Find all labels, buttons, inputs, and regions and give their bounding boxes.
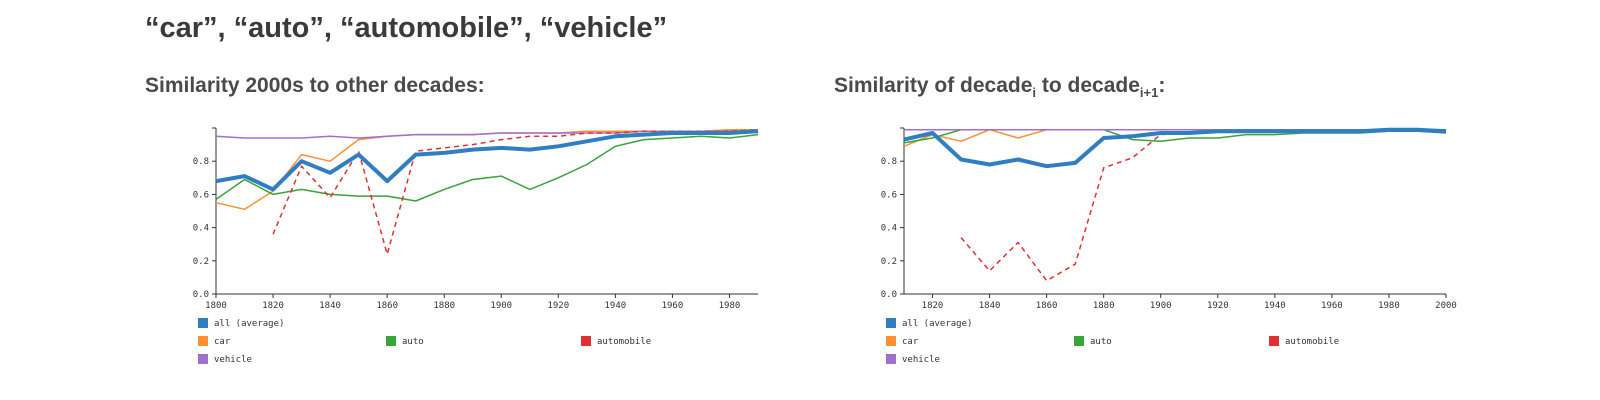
right-chart-title: Similarity of decadei to decadei+1: bbox=[834, 74, 1165, 100]
legend-swatch-vehicle bbox=[198, 354, 208, 364]
x-tick-label: 1840 bbox=[319, 301, 341, 311]
x-tick-label: 1960 bbox=[662, 301, 684, 311]
right-title-end: : bbox=[1158, 74, 1166, 97]
legend-label-all-average: all (average) bbox=[902, 319, 972, 329]
legend-swatch-all-average bbox=[886, 318, 896, 328]
y-tick-label: 0.6 bbox=[881, 190, 897, 200]
y-tick-label: 0.2 bbox=[881, 257, 897, 267]
x-tick-label: 1980 bbox=[1378, 301, 1400, 311]
series-line-auto bbox=[215, 133, 759, 202]
legend-swatch-auto bbox=[1074, 336, 1084, 346]
x-tick-label: 1920 bbox=[547, 301, 569, 311]
x-tick-label: 1800 bbox=[205, 301, 227, 311]
y-tick-label: 0.0 bbox=[881, 290, 897, 300]
x-tick-label: 1980 bbox=[719, 301, 741, 311]
y-tick-label: 0.4 bbox=[881, 224, 897, 234]
y-tick-label: 0.8 bbox=[881, 157, 897, 167]
y-tick-label: 0.2 bbox=[193, 257, 209, 267]
legend-swatch-all-average bbox=[198, 318, 208, 328]
legend-label-car: car bbox=[902, 337, 919, 347]
legend-swatch-auto bbox=[386, 336, 396, 346]
right-title-main: Similarity of decade bbox=[834, 74, 1033, 97]
plot-area: 0.0 0.2 0.4 0.6 0.8 1800 1820 1840 1860 1880 1900 1… bbox=[193, 127, 759, 311]
legend-label-automobile: automobile bbox=[597, 337, 651, 347]
series-line-all-average bbox=[903, 127, 1447, 169]
x-tick-label: 1920 bbox=[1207, 301, 1229, 311]
x-tick-label: 1880 bbox=[1093, 301, 1115, 311]
legend-label-auto: auto bbox=[402, 337, 424, 347]
page-title: “car”, “auto”, “automobile”, “vehicle” bbox=[145, 12, 668, 44]
legend-swatch-automobile bbox=[1269, 336, 1279, 346]
series-line-automobile bbox=[960, 128, 1446, 282]
legend-swatch-car bbox=[886, 336, 896, 346]
x-tick-label: 1840 bbox=[979, 301, 1001, 311]
x-tick-label: 1960 bbox=[1321, 301, 1343, 311]
x-tick-label: 1880 bbox=[433, 301, 455, 311]
x-tick-label: 1860 bbox=[1036, 301, 1058, 311]
series-line-car bbox=[215, 128, 758, 211]
y-tick-label: 0.4 bbox=[193, 224, 209, 234]
legend-label-auto: auto bbox=[1090, 337, 1112, 347]
plot-area: 0.0 0.2 0.4 0.6 0.8 1820 1840 1860 1880 1900 1920 1… bbox=[881, 127, 1457, 311]
x-tick-label: 1900 bbox=[1150, 301, 1172, 311]
x-tick-label: 1900 bbox=[490, 301, 512, 311]
x-tick-label: 2000 bbox=[1435, 301, 1457, 311]
legend-label-automobile: automobile bbox=[1285, 337, 1339, 347]
x-tick-label: 1820 bbox=[262, 301, 284, 311]
legend-label-vehicle: vehicle bbox=[214, 355, 252, 365]
legend-label-all-average: all (average) bbox=[214, 319, 284, 329]
y-tick-label: 0.6 bbox=[193, 190, 209, 200]
right-title-sub-i1: i+1 bbox=[1139, 85, 1159, 101]
right-title-mid: to decade bbox=[1036, 74, 1140, 97]
right-title-sub-i: i bbox=[1032, 85, 1037, 101]
x-tick-label: 1940 bbox=[1264, 301, 1286, 311]
y-tick-label: 0.8 bbox=[193, 157, 209, 167]
legend: all (average) car auto automobile vehicle bbox=[886, 318, 1339, 365]
x-tick-label: 1820 bbox=[922, 301, 944, 311]
left-chart-title: Similarity 2000s to other decades: bbox=[145, 74, 485, 97]
legend-swatch-vehicle bbox=[886, 354, 896, 364]
x-tick-label: 1860 bbox=[376, 301, 398, 311]
series-line-all-average bbox=[215, 129, 759, 192]
legend-swatch-car bbox=[198, 336, 208, 346]
similarity-to-2000s-chart: 0.0 0.2 0.4 0.6 0.8 1800 1820 1840 1860 1880 1900 1… bbox=[193, 127, 759, 365]
legend: all (average) car auto automobile vehicle bbox=[198, 318, 651, 365]
decade-to-next-decade-chart: 0.0 0.2 0.4 0.6 0.8 1820 1840 1860 1880 1900 1920 1… bbox=[881, 127, 1457, 365]
legend-label-vehicle: vehicle bbox=[902, 355, 940, 365]
x-tick-label: 1940 bbox=[605, 301, 627, 311]
legend-swatch-automobile bbox=[581, 336, 591, 346]
legend-label-car: car bbox=[214, 337, 231, 347]
y-tick-label: 0.0 bbox=[193, 290, 209, 300]
